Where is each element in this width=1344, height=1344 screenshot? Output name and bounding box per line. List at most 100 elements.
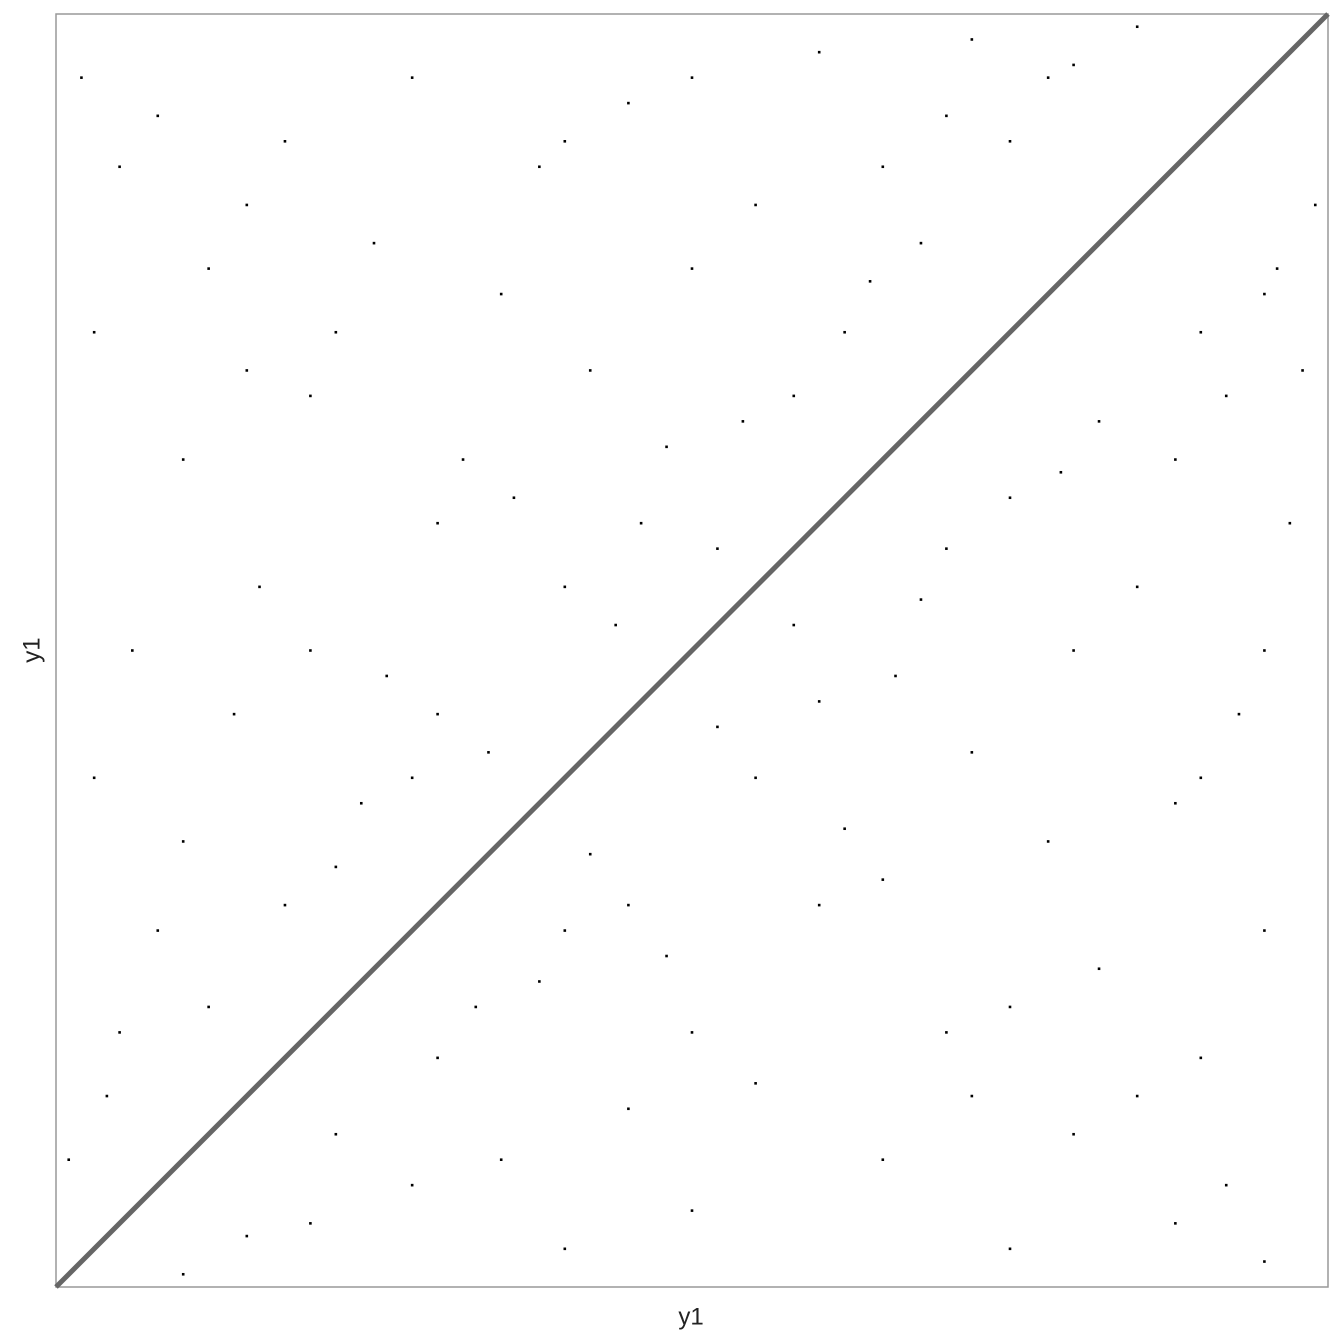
point bbox=[118, 1031, 121, 1034]
point bbox=[1097, 420, 1101, 423]
point bbox=[919, 598, 923, 601]
point bbox=[843, 827, 846, 831]
point bbox=[563, 585, 567, 589]
point bbox=[792, 394, 796, 398]
point bbox=[1263, 929, 1266, 932]
point bbox=[538, 980, 541, 983]
point bbox=[894, 674, 897, 678]
point bbox=[563, 140, 567, 143]
point bbox=[614, 623, 617, 627]
point bbox=[970, 38, 974, 41]
point bbox=[1072, 1132, 1075, 1136]
point bbox=[410, 1183, 414, 1187]
point bbox=[690, 76, 694, 79]
point bbox=[1301, 369, 1304, 372]
point bbox=[410, 776, 414, 780]
point bbox=[512, 496, 516, 500]
point bbox=[1263, 649, 1266, 652]
point bbox=[181, 458, 185, 461]
point bbox=[627, 903, 630, 907]
point bbox=[716, 547, 719, 550]
point bbox=[1199, 1056, 1203, 1060]
point bbox=[1072, 649, 1075, 652]
point bbox=[1097, 967, 1101, 971]
point bbox=[181, 840, 185, 843]
point bbox=[487, 751, 490, 754]
point bbox=[970, 1094, 974, 1098]
point bbox=[474, 1005, 478, 1009]
point bbox=[665, 954, 668, 958]
point bbox=[639, 521, 643, 525]
point bbox=[945, 1031, 948, 1034]
point bbox=[970, 751, 974, 754]
point bbox=[245, 1234, 249, 1238]
point bbox=[792, 623, 796, 627]
point bbox=[1174, 1222, 1177, 1225]
point bbox=[1135, 1094, 1139, 1098]
point bbox=[410, 76, 414, 79]
point bbox=[754, 203, 757, 207]
point bbox=[690, 1031, 694, 1034]
point bbox=[881, 878, 885, 881]
point bbox=[461, 458, 465, 461]
point bbox=[1072, 63, 1075, 67]
y-axis-label: y1 bbox=[18, 637, 45, 662]
point bbox=[232, 712, 236, 716]
point bbox=[563, 1247, 567, 1251]
point bbox=[919, 241, 923, 245]
point bbox=[334, 330, 338, 334]
point bbox=[359, 801, 363, 805]
point bbox=[1199, 776, 1203, 780]
point bbox=[1288, 521, 1292, 525]
point bbox=[80, 76, 83, 79]
diagonal-line bbox=[54, 12, 1330, 1289]
point bbox=[1199, 330, 1203, 334]
point bbox=[283, 903, 287, 907]
point bbox=[1224, 394, 1228, 398]
point bbox=[665, 445, 668, 449]
point bbox=[245, 369, 249, 372]
point bbox=[1135, 25, 1139, 29]
point bbox=[538, 165, 541, 169]
point bbox=[945, 114, 948, 118]
point bbox=[67, 1158, 71, 1161]
point bbox=[754, 1082, 757, 1085]
x-axis-label: y1 bbox=[678, 1303, 703, 1330]
point bbox=[499, 1158, 503, 1161]
point bbox=[436, 1056, 439, 1060]
point bbox=[1059, 470, 1063, 474]
point bbox=[588, 369, 592, 372]
point bbox=[817, 700, 821, 703]
point bbox=[118, 165, 121, 169]
point bbox=[754, 776, 757, 780]
point bbox=[690, 267, 694, 270]
point bbox=[1237, 712, 1241, 716]
point bbox=[105, 1094, 109, 1098]
point bbox=[881, 165, 885, 169]
point bbox=[1174, 458, 1177, 461]
point bbox=[131, 649, 134, 652]
point bbox=[1313, 203, 1317, 207]
point bbox=[334, 1132, 338, 1136]
point bbox=[181, 1272, 185, 1276]
point bbox=[156, 929, 160, 932]
point bbox=[690, 1209, 694, 1212]
point bbox=[436, 712, 439, 716]
point bbox=[207, 267, 210, 270]
point bbox=[627, 1107, 630, 1111]
point bbox=[1275, 267, 1279, 270]
point bbox=[258, 585, 261, 589]
point bbox=[627, 101, 630, 105]
point bbox=[588, 852, 592, 856]
point bbox=[1008, 1005, 1012, 1009]
point bbox=[1263, 292, 1266, 296]
point bbox=[945, 547, 948, 550]
point bbox=[156, 114, 160, 118]
point bbox=[817, 50, 821, 54]
point bbox=[92, 776, 96, 780]
point bbox=[741, 420, 745, 423]
point bbox=[283, 140, 287, 143]
point bbox=[309, 394, 312, 398]
point bbox=[372, 241, 376, 245]
point bbox=[817, 903, 821, 907]
